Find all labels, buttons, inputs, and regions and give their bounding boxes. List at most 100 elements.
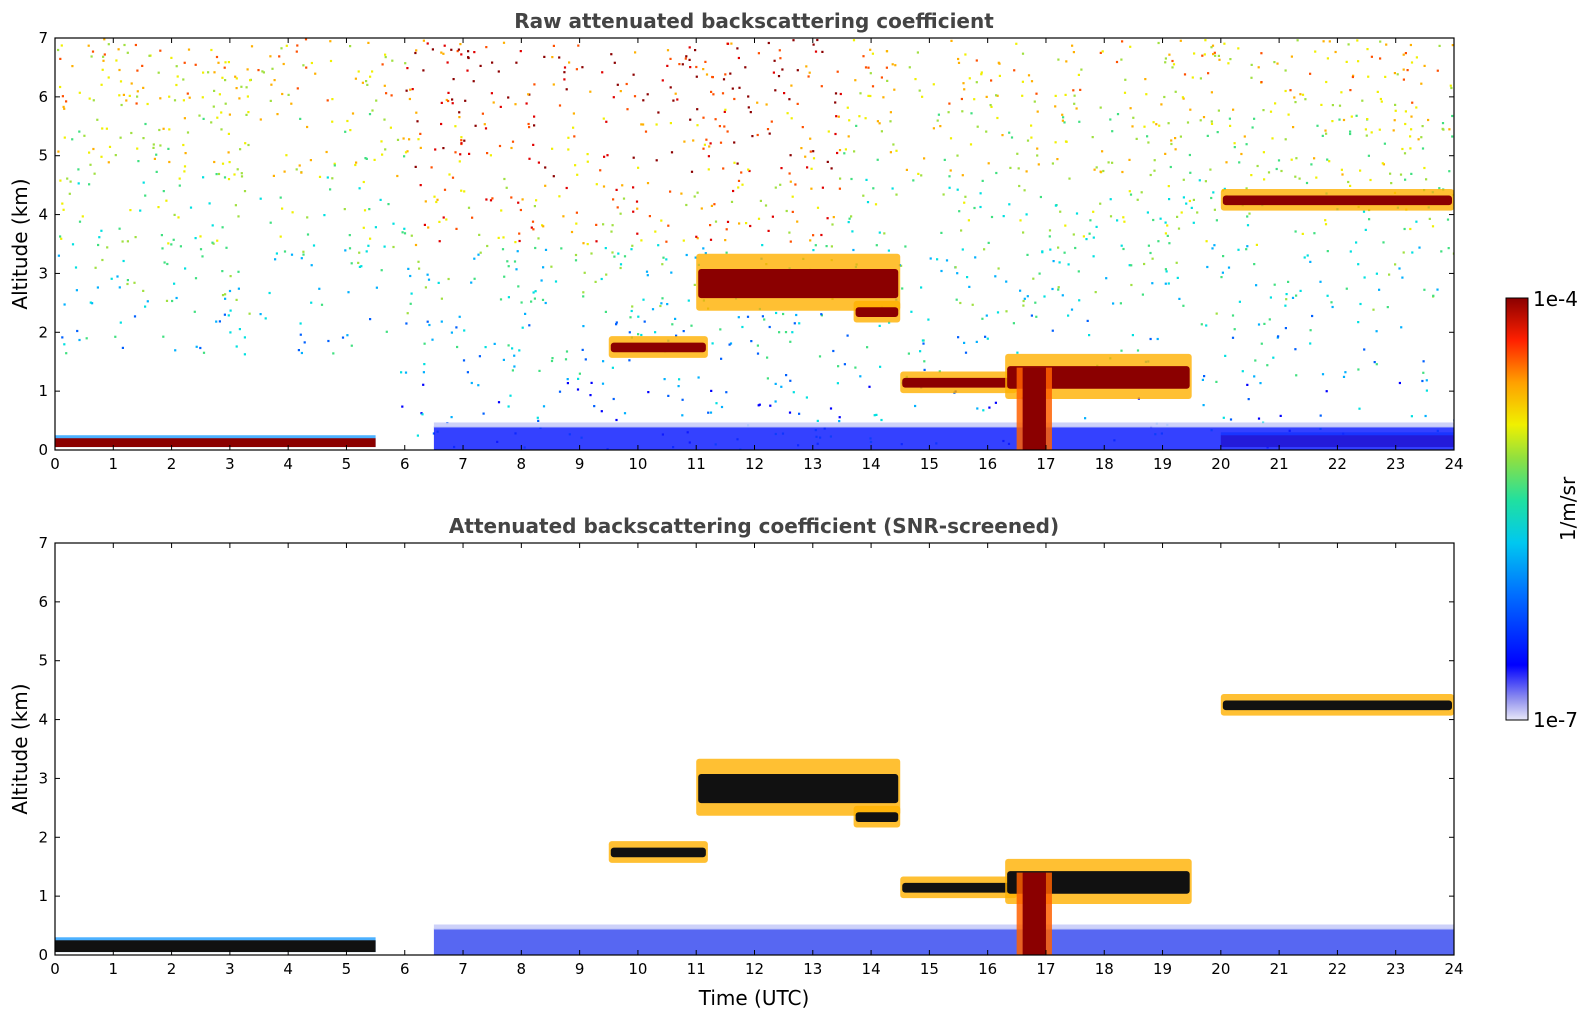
noise-pixel [459,43,462,46]
noise-pixel [695,65,698,69]
noise-pixel [502,358,505,361]
noise-pixel [1326,250,1329,253]
noise-pixel [162,190,165,193]
noise-pixel [816,419,819,422]
noise-pixel [467,206,471,209]
noise-pixel [660,219,663,222]
noise-pixel [1205,240,1208,243]
noise-pixel [696,237,699,240]
noise-pixel [980,71,983,74]
noise-pixel [1030,80,1034,83]
noise-pixel [92,99,95,102]
noise-pixel [470,381,473,385]
noise-pixel [619,266,622,270]
noise-pixel [538,369,541,372]
noise-pixel [1284,304,1287,307]
noise-pixel [119,321,122,324]
noise-pixel [126,282,129,286]
noise-pixel [1257,323,1261,326]
noise-pixel [837,115,840,118]
noise-pixel [1008,131,1011,134]
noise-pixel [711,76,714,79]
noise-pixel [575,211,578,214]
x-tick-label: 22 [1328,455,1347,473]
noise-pixel [1340,91,1343,94]
noise-pixel [987,162,990,165]
noise-pixel [1067,314,1070,317]
noise-pixel [645,270,649,273]
noise-pixel [1051,162,1054,165]
noise-pixel [885,50,888,53]
noise-pixel [558,56,561,59]
noise-pixel [552,175,555,178]
noise-pixel [847,135,850,138]
noise-pixel [1016,152,1019,155]
noise-pixel [710,389,713,392]
noise-pixel [932,127,935,130]
noise-pixel [74,266,78,269]
noise-pixel [1370,55,1373,58]
noise-pixel [862,55,865,58]
noise-pixel [414,243,418,247]
noise-pixel [767,229,770,232]
noise-pixel [473,277,476,280]
noise-pixel [474,124,477,127]
noise-pixel [707,168,710,171]
noise-pixel [437,281,440,284]
noise-pixel [1099,51,1102,54]
noise-pixel [794,183,797,186]
noise-pixel [615,188,618,191]
noise-pixel [1319,280,1322,283]
y-tick-label: 4 [38,206,48,224]
noise-pixel [144,122,147,126]
noise-pixel [517,285,520,288]
noise-pixel [221,226,224,229]
noise-pixel [1171,66,1174,69]
noise-pixel [1410,115,1413,118]
noise-pixel [1057,288,1060,291]
noise-pixel [789,379,792,382]
noise-pixel [103,38,106,41]
noise-pixel [709,224,712,227]
noise-pixel [1034,301,1037,304]
noise-pixel [1296,39,1299,42]
noise-pixel [1123,220,1126,223]
noise-pixel [175,65,178,68]
noise-pixel [737,186,740,189]
noise-pixel [796,220,799,223]
noise-pixel [59,85,62,89]
noise-pixel [611,251,614,254]
noise-pixel [1411,251,1414,254]
noise-pixel [1325,390,1328,393]
noise-pixel [310,61,313,65]
noise-pixel [1129,193,1133,196]
noise-pixel [1164,57,1167,60]
noise-pixel [349,129,352,132]
noise-pixel [715,402,718,405]
noise-pixel [1330,301,1333,304]
noise-pixel [1049,248,1052,251]
noise-pixel [1238,300,1241,303]
noise-pixel [969,143,973,146]
noise-pixel [451,102,454,105]
noise-pixel [690,324,693,327]
x-axis-label: Time (UTC) [698,986,810,1010]
noise-pixel [212,105,215,108]
noise-pixel [985,130,988,133]
noise-pixel [405,322,408,325]
noise-pixel [202,71,205,74]
noise-pixel [919,350,922,353]
noise-pixel [948,102,951,105]
precip-shaft-core [1022,872,1046,955]
noise-pixel [550,359,554,363]
noise-pixel [732,189,735,193]
noise-pixel [426,42,429,45]
noise-pixel [355,161,358,164]
noise-pixel [1448,128,1451,131]
noise-pixel [1450,86,1453,90]
noise-pixel [1321,373,1325,376]
noise-pixel [985,95,988,98]
noise-pixel [59,57,62,60]
noise-pixel [202,176,205,179]
noise-pixel [1021,80,1024,83]
